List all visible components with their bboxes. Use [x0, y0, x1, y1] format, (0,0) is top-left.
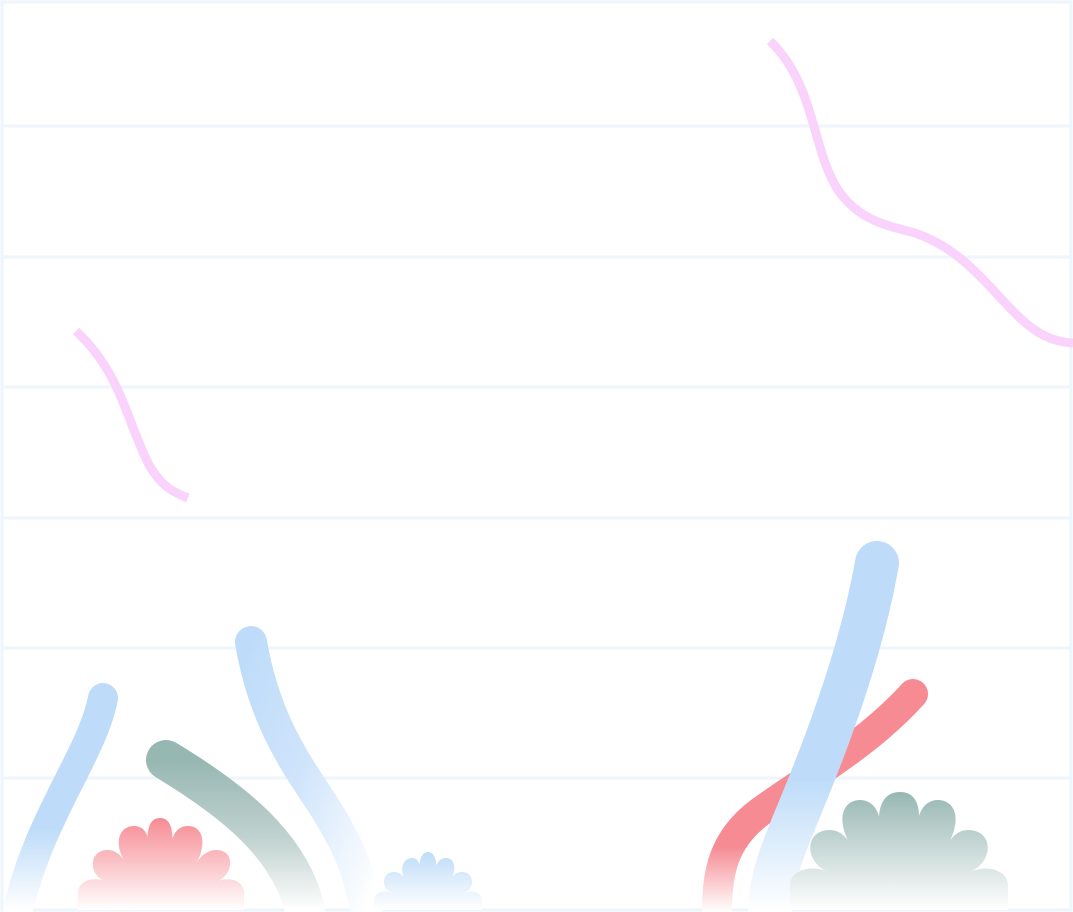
blue-stalk-far-left [3, 683, 118, 912]
blue-stalk-center-left [235, 626, 382, 912]
pink-stalk-right [702, 679, 928, 912]
blue-coral-small [374, 852, 482, 910]
pink-coral-left [78, 818, 244, 910]
blue-stalk-right [748, 541, 899, 912]
green-stalk-left [146, 740, 325, 912]
guide-lines [3, 124, 1070, 780]
pink-squiggle-left [72, 327, 190, 503]
pink-squiggle-right [766, 37, 1073, 348]
green-coral-right [790, 792, 1008, 910]
